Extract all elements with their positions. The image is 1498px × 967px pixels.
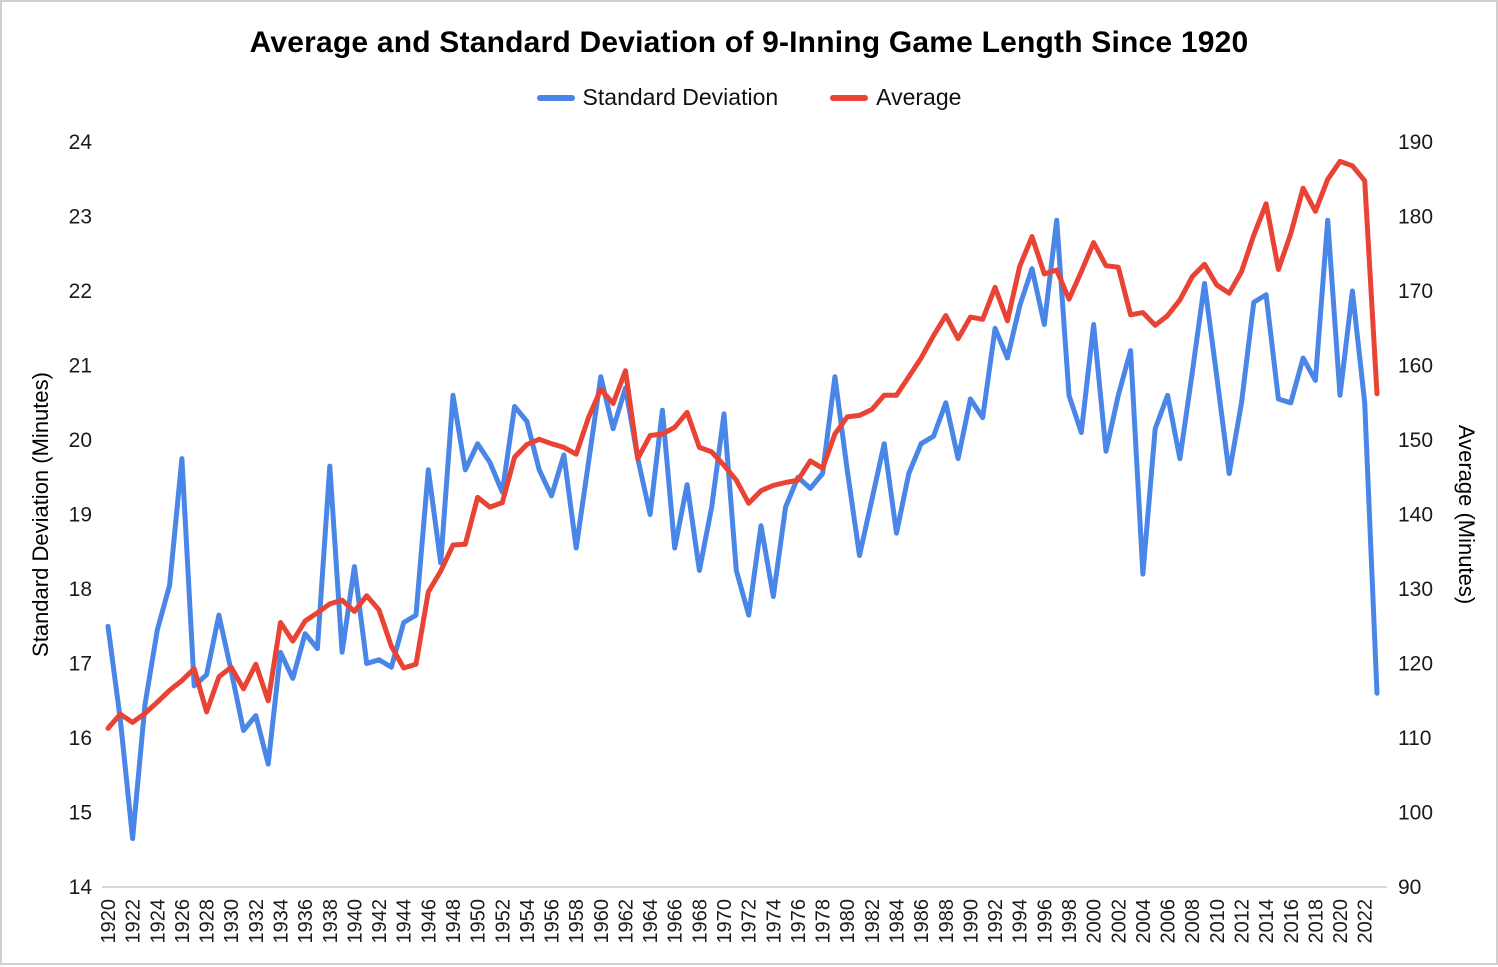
left-axis-tick-label: 21 [69,355,92,378]
x-axis-tick-label: 1964 [640,899,662,944]
x-axis-tick-label: 1984 [887,899,909,944]
x-axis-tick-label: 1994 [1010,899,1032,944]
x-axis-tick-label: 1940 [344,899,366,944]
right-axis-tick-label: 180 [1398,206,1433,229]
x-axis-tick-label: 1960 [591,899,613,944]
right-axis-tick-label: 110 [1398,727,1431,750]
x-axis-tick-label: 1942 [369,899,391,944]
x-axis-tick-label: 1938 [320,899,342,944]
right-axis-tick-label: 130 [1398,578,1433,601]
left-axis-tick-label: 14 [69,876,93,899]
x-axis-tick-label: 1972 [739,899,761,944]
x-axis-tick-label: 1958 [566,899,588,944]
right-axis-tick-label: 90 [1398,876,1421,899]
left-axis-tick-label: 16 [69,727,92,750]
x-axis-tick-label: 1928 [197,899,219,944]
x-axis-tick-label: 1956 [542,899,564,944]
x-axis-tick-label: 1924 [147,899,169,944]
x-axis-tick-label: 1986 [911,899,933,944]
right-axis-tick-label: 120 [1398,653,1433,676]
x-axis-tick-label: 2002 [1108,899,1130,944]
x-axis-tick-label: 2018 [1305,899,1327,944]
x-axis-tick-label: 1930 [221,899,243,944]
x-axis-tick-label: 1966 [665,899,687,944]
x-axis-tick-label: 1944 [394,899,416,944]
x-axis-tick-label: 1988 [936,899,958,944]
x-axis-tick-label: 1970 [714,899,736,944]
right-axis-tick-label: 170 [1398,280,1433,303]
right-axis-tick-label: 100 [1398,802,1433,825]
x-axis-tick-label: 1998 [1059,899,1081,944]
left-axis-title: Standard Deviation (Minutes) [28,372,53,657]
x-axis-tick-label: 1968 [689,899,711,944]
x-axis-tick-label: 1974 [763,899,785,944]
x-axis-tick-label: 1982 [862,899,884,944]
x-axis-tick-label: 1962 [615,899,637,944]
x-axis-tick-label: 2000 [1084,899,1106,944]
x-axis-tick-label: 1936 [295,899,317,944]
x-axis-tick-label: 1978 [813,899,835,944]
left-axis-tick-label: 20 [69,429,92,452]
x-axis-tick-label: 1934 [270,899,292,944]
right-axis-tick-label: 190 [1398,131,1433,154]
left-axis-tick-label: 22 [69,280,92,303]
x-axis-tick-label: 2004 [1133,899,1155,944]
right-axis-title: Average (Minutes) [1454,425,1479,604]
left-axis-tick-label: 23 [69,206,92,229]
right-axis-tick-label: 160 [1398,355,1433,378]
legend-label: Standard Deviation [582,84,779,110]
chart-legend: Standard Deviation Average [2,84,1496,111]
right-axis-tick-label: 140 [1398,504,1433,527]
x-axis-tick-label: 1946 [418,899,440,944]
x-axis-tick-label: 2012 [1231,899,1253,944]
x-axis-tick-label: 1976 [788,899,810,944]
x-axis-tick-label: 1996 [1034,899,1056,944]
x-axis-tick-label: 2010 [1207,899,1229,944]
x-axis-tick-label: 2016 [1281,899,1303,944]
x-axis-tick-label: 1948 [443,899,465,944]
x-axis-tick-label: 1954 [517,899,539,944]
legend-swatch-red-icon [830,94,869,101]
legend-item-average: Average [830,84,961,111]
left-axis-tick-label: 15 [69,802,92,825]
legend-label: Average [876,84,962,110]
x-axis-tick-label: 2020 [1330,899,1352,944]
x-axis-tick-label: 1920 [98,899,120,944]
average-line [105,158,1380,731]
x-axis-tick-label: 1952 [492,899,514,944]
x-axis-tick-label: 2008 [1182,899,1204,944]
legend-swatch-blue-icon [536,94,575,101]
left-axis-tick-label: 18 [69,578,92,601]
left-axis-tick-label: 19 [69,504,92,527]
legend-item-standard-deviation: Standard Deviation [536,84,779,111]
x-axis-tick-label: 2014 [1256,899,1278,944]
x-axis-tick-label: 1932 [246,899,268,944]
x-axis-tick-label: 1926 [172,899,194,944]
left-axis-tick-label: 24 [69,131,93,154]
x-axis-tick-label: 1992 [985,899,1007,944]
x-axis-tick-label: 1950 [468,899,490,944]
left-axis-tick-label: 17 [69,653,92,676]
right-axis-tick-label: 150 [1398,429,1433,452]
standard-deviation-line [105,217,1380,842]
x-axis-tick-label: 2006 [1158,899,1180,944]
x-axis-tick-label: 1990 [960,899,982,944]
x-axis-tick-label: 1922 [123,899,145,944]
x-axis-tick-label: 2022 [1355,899,1377,944]
chart-title: Average and Standard Deviation of 9-Inni… [249,26,1249,59]
x-axis-tick-label: 1980 [837,899,859,944]
